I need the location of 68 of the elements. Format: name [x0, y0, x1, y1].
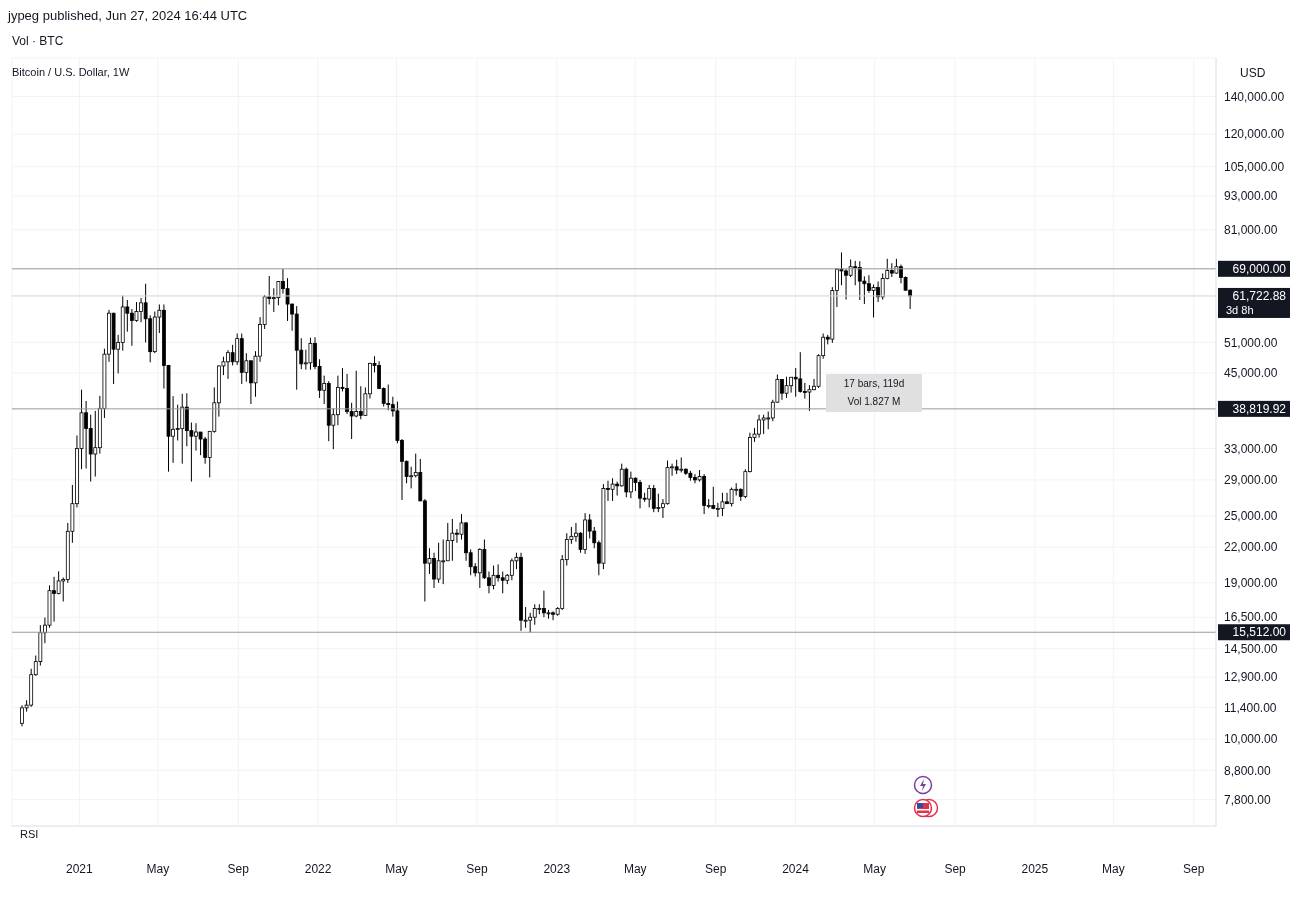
x-tick-label: Sep — [1183, 861, 1205, 876]
y-tick-label: 33,000.00 — [1224, 441, 1278, 456]
x-tick-label: 2023 — [543, 861, 571, 876]
annotation: Vol 1.827 M — [846, 396, 902, 407]
candlestick — [807, 384, 812, 412]
candlestick — [93, 410, 98, 478]
y-tick-label: 45,000.00 — [1224, 366, 1278, 381]
x-tick-label: May — [863, 861, 886, 876]
candlestick — [500, 571, 505, 594]
candlestick — [175, 404, 180, 441]
candlestick — [793, 367, 798, 398]
y-tick-label: 10,000.00 — [1224, 732, 1278, 747]
candlestick — [610, 477, 615, 502]
x-tick-label: May — [146, 861, 170, 876]
y-tick-label: 105,000.00 — [1224, 159, 1285, 174]
x-tick-label: May — [1101, 861, 1125, 876]
y-tick-label: 14,500.00 — [1224, 641, 1278, 656]
y-tick-label: 51,000.00 — [1224, 335, 1278, 350]
y-tick-label: 11,400.00 — [1224, 700, 1277, 715]
candlestick — [436, 542, 441, 584]
text: jypeg published, Jun 27, 2024 16:44 UTC — [8, 8, 248, 23]
y-tick-label: 93,000.00 — [1224, 189, 1278, 204]
x-tick-label: May — [385, 861, 408, 876]
candlestick — [532, 603, 537, 626]
x-tick-label: Sep — [944, 861, 967, 876]
y-tick-label: 19,000.00 — [1224, 576, 1278, 591]
text: 3d 8h — [1226, 303, 1254, 316]
candlestick — [720, 492, 725, 517]
y-tick-label: 22,000.00 — [1224, 540, 1278, 555]
y-tick-label: 140,000.00 — [1224, 89, 1285, 104]
ref-line-label: 15,512.00 — [1232, 625, 1287, 640]
x-tick-label: 2024 — [782, 861, 810, 876]
candlestick — [880, 272, 885, 301]
x-tick-label: Sep — [466, 861, 488, 876]
x-tick-label: 2021 — [66, 861, 94, 876]
candlestick — [784, 376, 789, 399]
y-tick-label: 7,800.00 — [1224, 792, 1272, 807]
x-tick-label: Sep — [227, 861, 250, 876]
candlestick — [180, 393, 185, 465]
candlestick — [450, 518, 455, 562]
y-tick-label: 120,000.00 — [1224, 127, 1285, 142]
candlestick — [308, 337, 313, 371]
candlestick — [491, 565, 496, 590]
text: USD — [1240, 66, 1266, 80]
text: Vol · BTC — [12, 34, 64, 48]
y-tick-label: 25,000.00 — [1224, 509, 1278, 524]
text: Bitcoin / U.S. Dollar, 1W — [12, 66, 130, 78]
ref-line-label: 61,722.88 — [1232, 288, 1287, 303]
y-tick-label: 29,000.00 — [1224, 473, 1278, 488]
candlestick — [445, 522, 450, 562]
x-tick-label: Sep — [705, 861, 727, 876]
ref-line-label: 38,819.92 — [1232, 401, 1287, 416]
annotation: 17 bars, 119d — [842, 378, 906, 389]
candlestick — [386, 384, 391, 411]
candlestick — [871, 283, 876, 318]
y-tick-label: 8,800.00 — [1224, 763, 1272, 778]
y-tick-label: 12,900.00 — [1224, 670, 1278, 685]
x-tick-label: May — [623, 861, 647, 876]
candlestick — [798, 351, 803, 394]
candlestick — [624, 467, 629, 498]
x-tick-label: 2022 — [304, 861, 332, 876]
y-tick-label: 16,500.00 — [1224, 610, 1278, 625]
ref-line-label: 69,000.00 — [1232, 261, 1287, 276]
candlestick — [761, 414, 766, 435]
text: RSI — [20, 828, 39, 840]
y-tick-label: 81,000.00 — [1224, 223, 1278, 238]
x-tick-label: 2025 — [1021, 861, 1049, 876]
candlestick — [729, 487, 734, 507]
